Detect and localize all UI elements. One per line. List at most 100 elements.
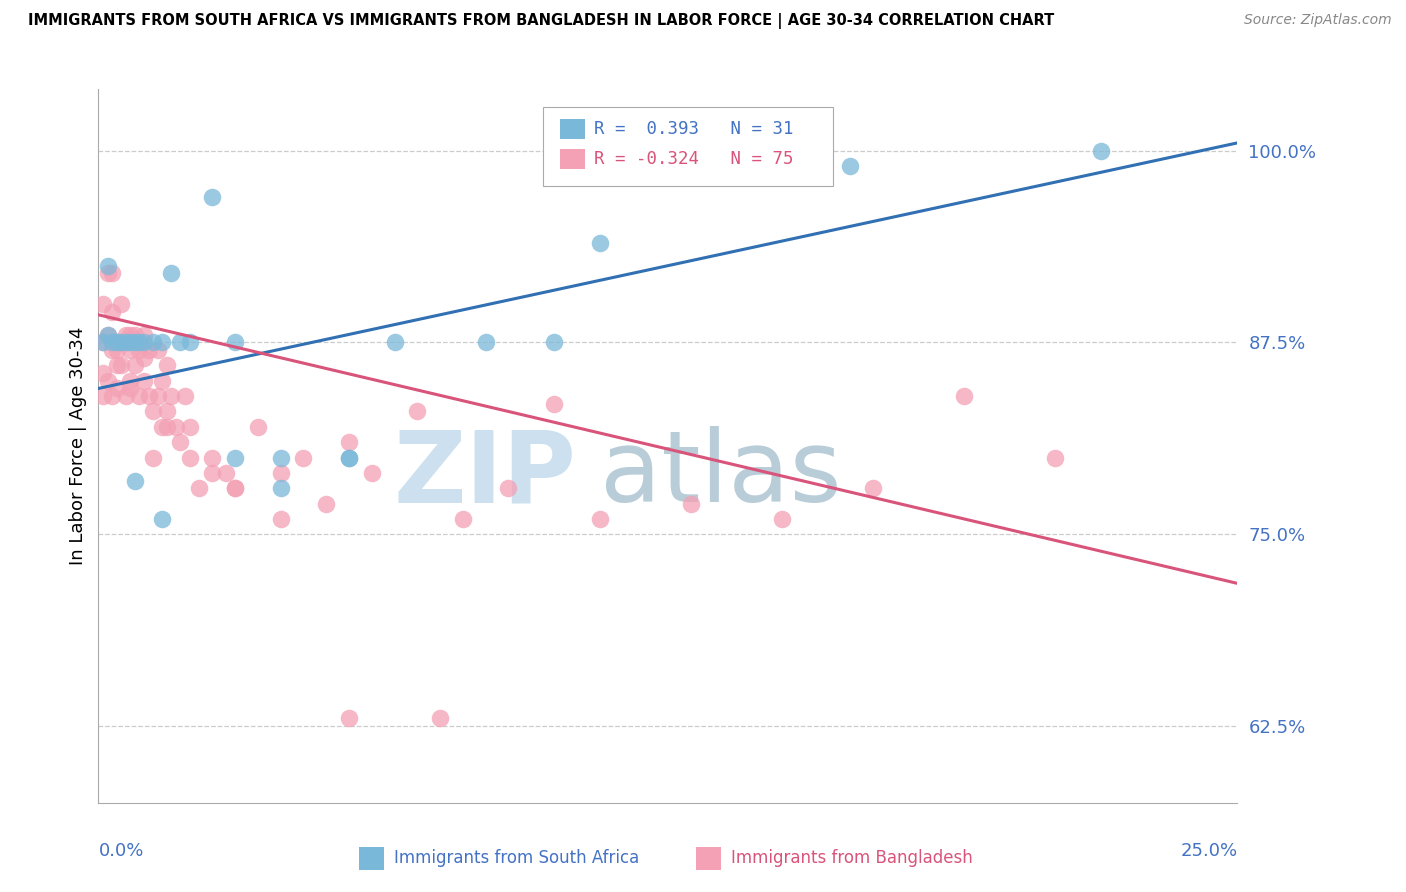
Point [839,159,862,173]
Point [120,381,142,395]
Point [101,335,124,350]
Point [179,450,201,465]
Point [201,466,224,480]
Point [138,343,160,357]
Point [105,335,128,350]
Point [150,419,173,434]
Point [543,397,565,411]
Point [96,266,118,280]
Point [142,335,165,350]
Point [270,481,292,495]
Point [156,359,179,373]
Text: 25.0%: 25.0% [1180,842,1237,860]
Point [91,335,114,350]
Point [110,335,132,350]
Point [114,335,136,350]
Point [91,366,114,380]
Point [132,374,155,388]
FancyBboxPatch shape [543,107,832,186]
Point [406,404,429,418]
FancyBboxPatch shape [560,120,585,139]
Point [224,481,246,495]
Point [179,335,201,350]
Point [165,419,187,434]
Point [146,389,169,403]
Point [110,297,132,311]
Point [160,389,183,403]
Point [270,450,292,465]
Point [315,497,337,511]
Point [124,335,146,350]
Point [679,497,702,511]
Text: IMMIGRANTS FROM SOUTH AFRICA VS IMMIGRANTS FROM BANGLADESH IN LABOR FORCE | AGE : IMMIGRANTS FROM SOUTH AFRICA VS IMMIGRAN… [28,13,1054,29]
Point [224,335,246,350]
Point [128,389,150,403]
Point [224,481,246,495]
Point [360,466,382,480]
Point [142,450,165,465]
Point [114,327,136,342]
Point [770,512,793,526]
Point [337,435,360,450]
Point [337,711,360,725]
Point [270,466,292,480]
Text: Immigrants from South Africa: Immigrants from South Africa [394,849,638,867]
Point [862,481,884,495]
Point [201,450,224,465]
Point [498,481,520,495]
Point [187,481,209,495]
Point [101,266,124,280]
Point [543,335,565,350]
Point [120,335,142,350]
Text: R = -0.324   N = 75: R = -0.324 N = 75 [593,150,793,168]
Point [128,335,150,350]
Point [105,343,128,357]
Point [124,474,146,488]
Point [91,297,114,311]
Point [96,327,118,342]
Text: 0.0%: 0.0% [98,842,143,860]
Point [96,374,118,388]
Point [132,335,155,350]
Point [451,512,474,526]
Point [114,335,136,350]
Point [146,343,169,357]
Point [224,450,246,465]
Point [132,327,155,342]
Point [96,259,118,273]
Point [1090,144,1112,158]
Text: Immigrants from Bangladesh: Immigrants from Bangladesh [731,849,973,867]
Point [105,335,128,350]
Point [1043,450,1066,465]
Point [105,381,128,395]
Point [120,374,142,388]
Point [124,327,146,342]
Point [91,389,114,403]
Point [120,343,142,357]
Point [588,512,610,526]
Point [215,466,238,480]
Text: atlas: atlas [599,426,841,523]
Point [953,389,976,403]
Point [124,359,146,373]
Text: Source: ZipAtlas.com: Source: ZipAtlas.com [1244,13,1392,28]
Point [337,450,360,465]
Point [110,359,132,373]
Point [114,389,136,403]
Point [101,343,124,357]
Point [101,389,124,403]
Point [384,335,406,350]
Point [138,389,160,403]
Point [150,335,173,350]
Point [292,450,315,465]
Point [270,512,292,526]
Point [156,419,179,434]
Point [179,419,201,434]
Point [474,335,496,350]
Point [169,435,191,450]
Point [105,359,128,373]
Point [101,304,124,318]
Point [156,404,179,418]
Point [337,450,360,465]
Text: R =  0.393   N = 31: R = 0.393 N = 31 [593,120,793,138]
